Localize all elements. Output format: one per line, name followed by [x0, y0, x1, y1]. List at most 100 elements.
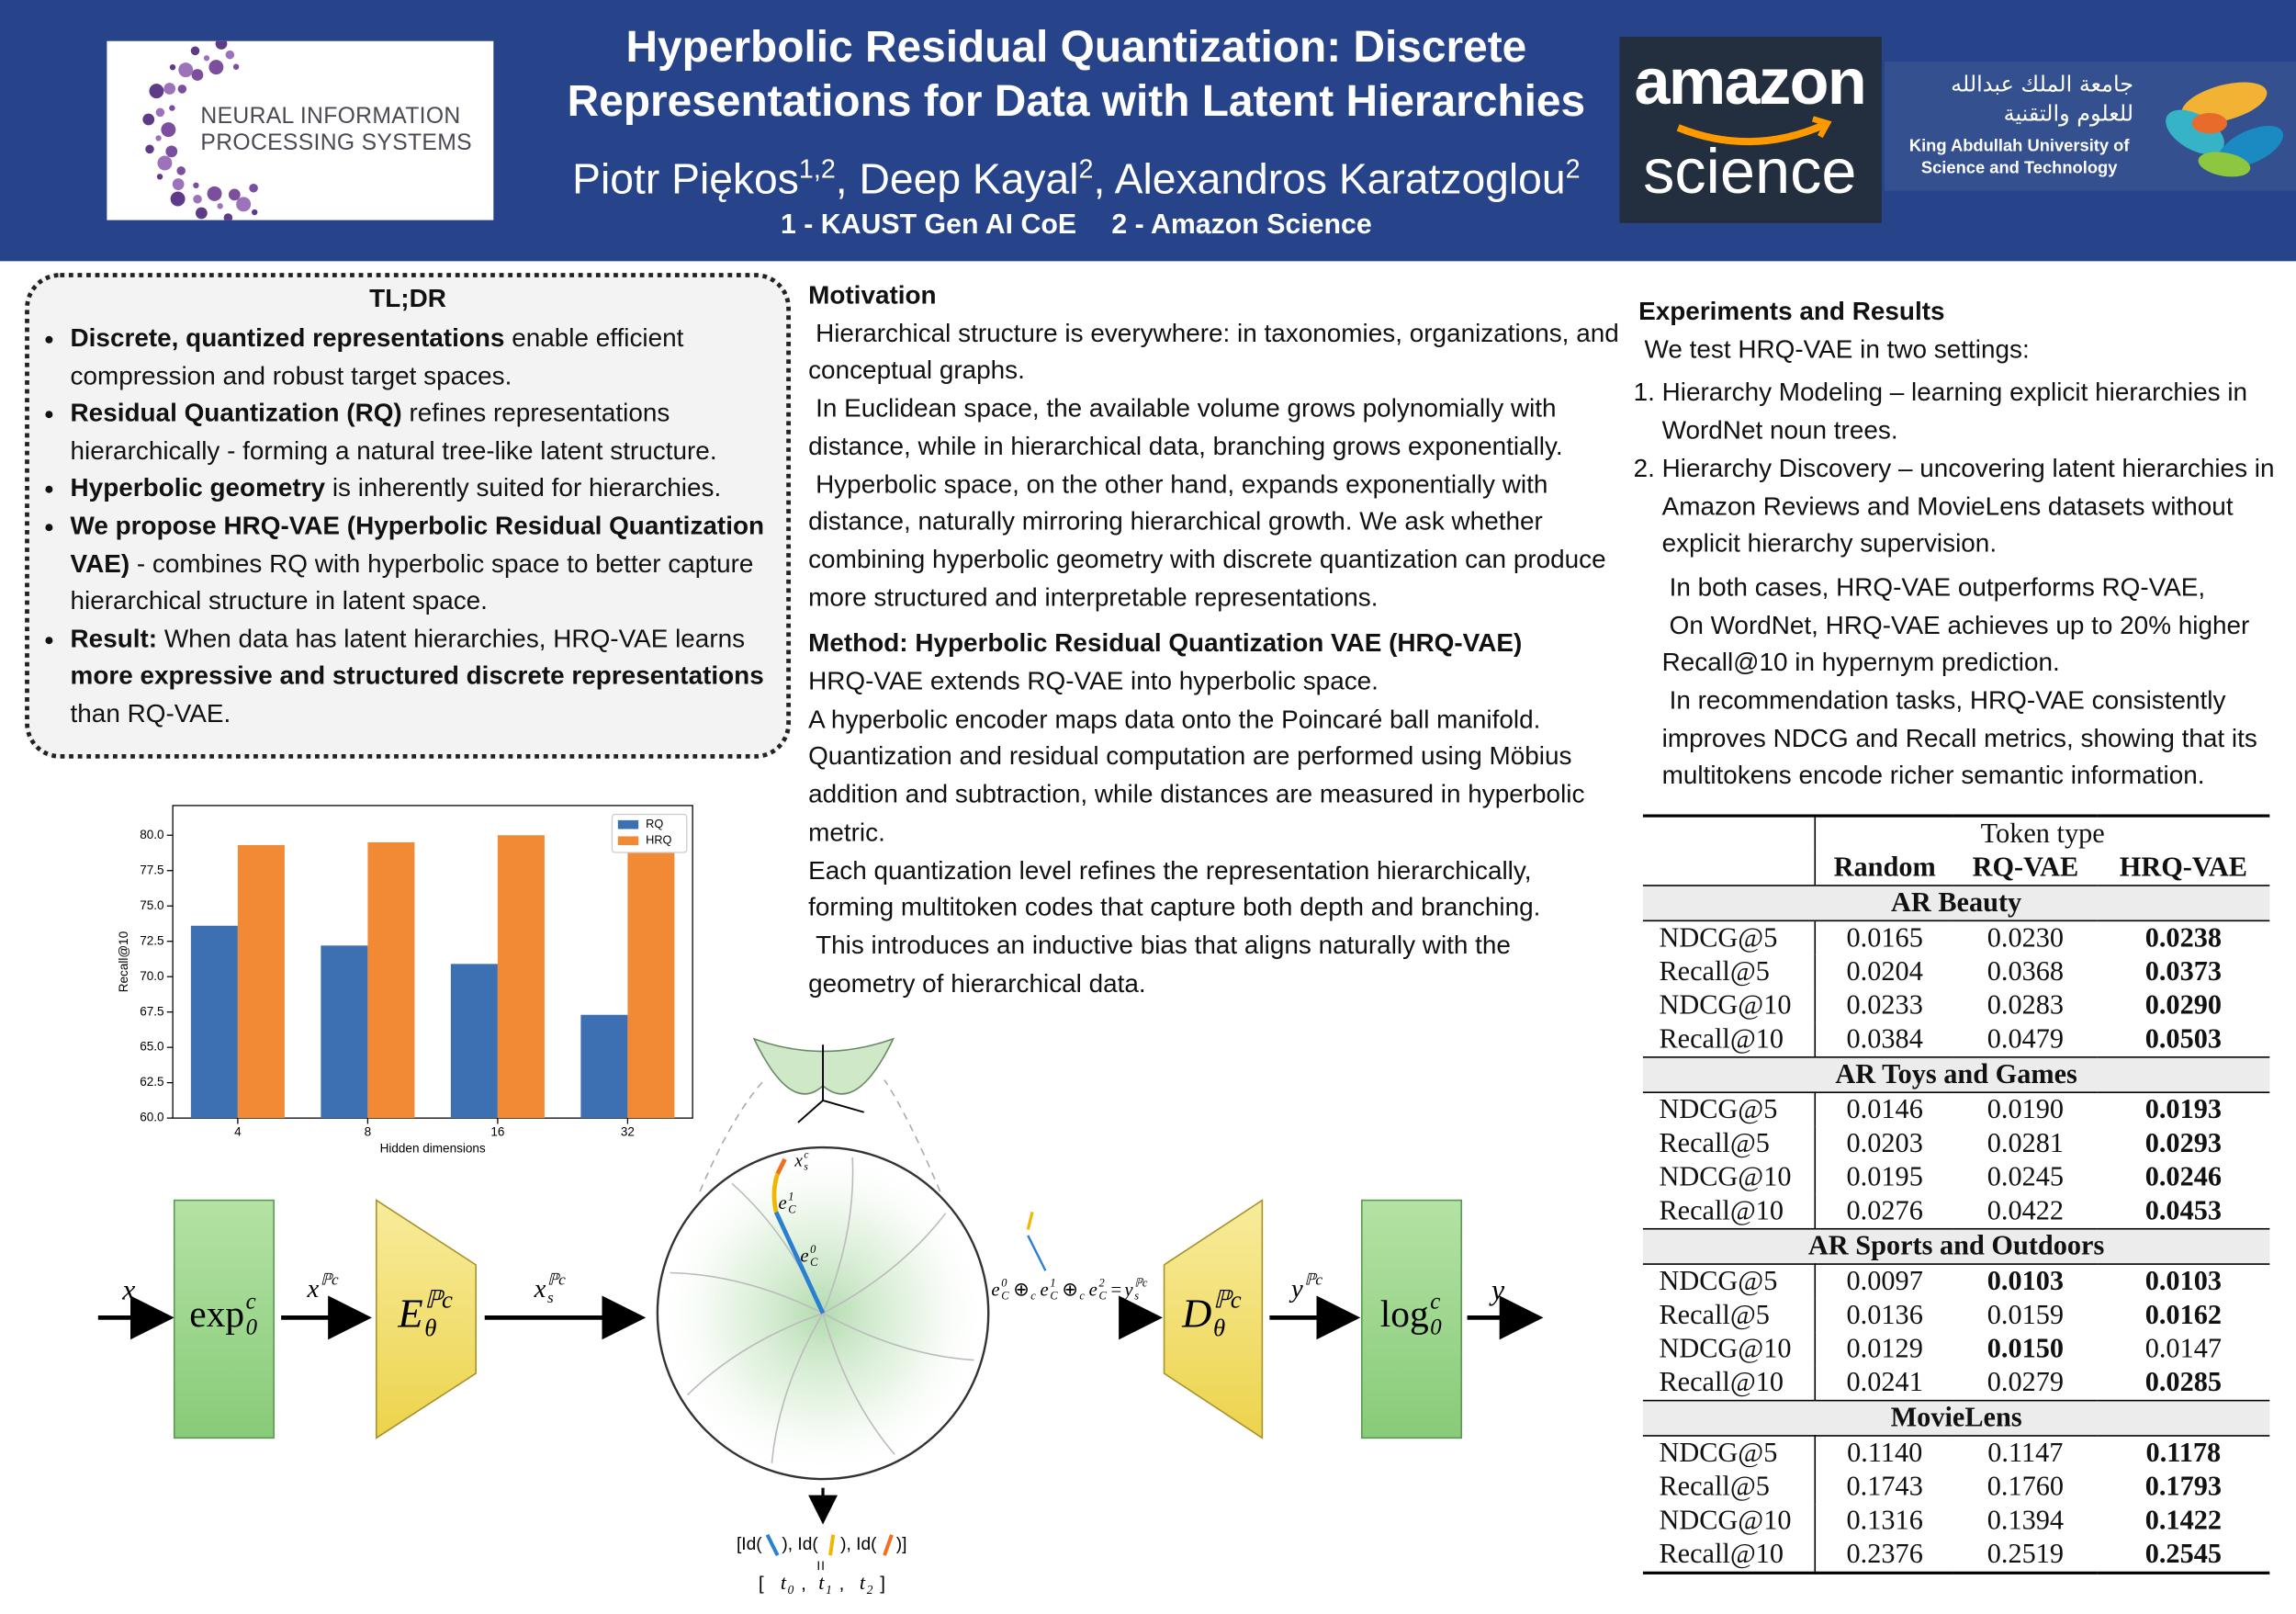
table-row: NDCG@5 0.0165 0.0230 0.0238: [1642, 920, 2269, 955]
math-base: e: [778, 1193, 786, 1213]
logo-dot: [217, 203, 223, 209]
amazon-logo: amazon science: [1619, 36, 1882, 223]
logo-text: جامعة الملك عبدالله: [1951, 72, 2133, 97]
table-cell: 0.0279: [1986, 1367, 2065, 1399]
y-tick-label: 77.5: [140, 863, 163, 876]
math-base: x: [534, 1274, 546, 1304]
amazon-smile: [1811, 116, 1832, 139]
text-run: When data has latent hierarchies, HRQ-VA…: [157, 623, 746, 653]
geodesic: [771, 1313, 824, 1463]
math-sub: 0: [246, 1315, 258, 1340]
table-cell: 0.0453: [2144, 1195, 2223, 1227]
math-label: y ℙcs: [1122, 1277, 1147, 1303]
y-tick-label: 75.0: [140, 898, 163, 912]
row-label: Recall@5: [1642, 954, 1817, 989]
text-run: more expressive and structured discrete …: [70, 660, 764, 691]
text-run: than RQ-VAE.: [70, 698, 231, 728]
bullet: Result: When data has latent hierarchies…: [71, 620, 787, 733]
amazon-smile: [1676, 121, 1827, 146]
table-row: Recall@5 0.0203 0.0281 0.0293: [1642, 1126, 2269, 1161]
logo-text: للعلوم والتقنية: [2004, 101, 2133, 127]
geodesic: [822, 1213, 947, 1315]
table-cell: 0.0162: [2144, 1300, 2223, 1331]
neurips-mark: [142, 38, 258, 222]
id-icon: [828, 1534, 836, 1556]
table-cell: 0.0150: [1986, 1333, 2065, 1365]
author-name: , Alexandros Karatzoglou: [1093, 156, 1566, 204]
row-label: NDCG@10: [1642, 1504, 1817, 1538]
logo-dot: [236, 197, 252, 212]
math-sub: θ: [424, 1314, 436, 1341]
column-header: HRQ-VAE: [2119, 852, 2247, 884]
math-sub: 0: [788, 1583, 794, 1597]
section-name: MovieLens: [1642, 1399, 2270, 1437]
math-sub: C: [1001, 1290, 1009, 1303]
y-axis-label: Recall@10: [117, 931, 130, 993]
logo-text: science: [1643, 136, 1856, 207]
logo-dot: [177, 85, 187, 94]
math-label: x ℙcs: [534, 1271, 566, 1307]
math-label: e 2C: [1089, 1277, 1108, 1303]
token-punct: ]: [880, 1574, 885, 1595]
table-row: NDCG@5 0.0097 0.0103 0.0103: [1642, 1264, 2269, 1299]
math-label: y: [1489, 1274, 1505, 1306]
table-cell: 0.0097: [1846, 1266, 1923, 1298]
section-row: AR Sports and Outdoors: [1642, 1227, 2270, 1265]
logo-dot: [149, 84, 164, 99]
math-base: y: [1489, 1274, 1505, 1306]
section-name: AR Sports and Outdoors: [1642, 1227, 2270, 1265]
table-cell: 0.0384: [1846, 1023, 1923, 1055]
bullet: We propose HRQ-VAE (Hyperbolic Residual …: [71, 508, 787, 621]
kaust-swirl: [2191, 112, 2228, 134]
table-cell: 0.0147: [2144, 1333, 2223, 1365]
logo-text: King Abdullah University of: [1909, 136, 2131, 155]
row-label: Recall@10: [1642, 1537, 1817, 1574]
author-affiliation: 1,2: [798, 153, 836, 184]
code-vector: [1026, 1211, 1034, 1230]
text-run: is inherently suited for hierarchies.: [325, 472, 722, 502]
table-cell: 0.0422: [1986, 1195, 2065, 1227]
math-sub: C: [810, 1256, 818, 1269]
math-sup: c: [1430, 1289, 1440, 1314]
row-label: NDCG@5: [1642, 1435, 1817, 1471]
row-label: Recall@10: [1642, 1366, 1817, 1401]
author-name: , Deep Kayal: [835, 156, 1079, 204]
bar: [627, 846, 675, 1119]
section-row: MovieLens: [1642, 1399, 2270, 1437]
math-label: exp c0: [189, 1289, 257, 1339]
math-label: e 1C: [778, 1190, 796, 1215]
math-label: x cs: [793, 1149, 808, 1172]
table-cell: 0.0246: [2144, 1162, 2223, 1193]
math-sub: C: [1050, 1290, 1058, 1303]
table-row: Recall@10 0.2376 0.2519 0.2545: [1642, 1537, 2269, 1574]
tldr-box: TL;DR Discrete, quantized representation…: [25, 273, 791, 759]
paragraph: We test HRQ-VAE in two settings:: [1644, 333, 2030, 364]
logo-text: NEURAL INFORMATION: [200, 104, 461, 130]
table-cell: 0.0204: [1846, 956, 1923, 988]
math-sub: C: [788, 1202, 796, 1215]
section-title: Experiments and Results: [1638, 296, 1945, 326]
math-sub: s: [804, 1161, 808, 1172]
kaust-swirl: [2181, 82, 2268, 124]
header-row: Random RQ-VAE HRQ-VAE: [1642, 851, 2269, 886]
code-vector: [775, 1157, 787, 1175]
method-text: HRQ-VAE extends RQ-VAE into hyperbolic s…: [808, 663, 1622, 1003]
id-icons: [765, 1533, 894, 1571]
y-tick-label: 67.5: [140, 1004, 163, 1018]
table-cell: 0.0136: [1846, 1300, 1923, 1331]
math-label: E ℙcθ: [397, 1286, 453, 1341]
math-base: t: [781, 1571, 787, 1594]
column-header: Random: [1833, 852, 1936, 884]
table-cell: 0.0129: [1846, 1333, 1923, 1365]
zoom-line: [884, 1079, 941, 1192]
legend-swatch: [617, 819, 639, 830]
logo-text: Science and Technology: [1921, 158, 2118, 177]
text-run: We propose HRQ-VAE (Hyperbolic Residual …: [70, 510, 765, 578]
logo-dot: [142, 113, 155, 126]
geodesic: [822, 1157, 854, 1314]
math-sup: c: [246, 1289, 256, 1314]
bar: [190, 925, 238, 1119]
logo-dot: [215, 38, 228, 50]
